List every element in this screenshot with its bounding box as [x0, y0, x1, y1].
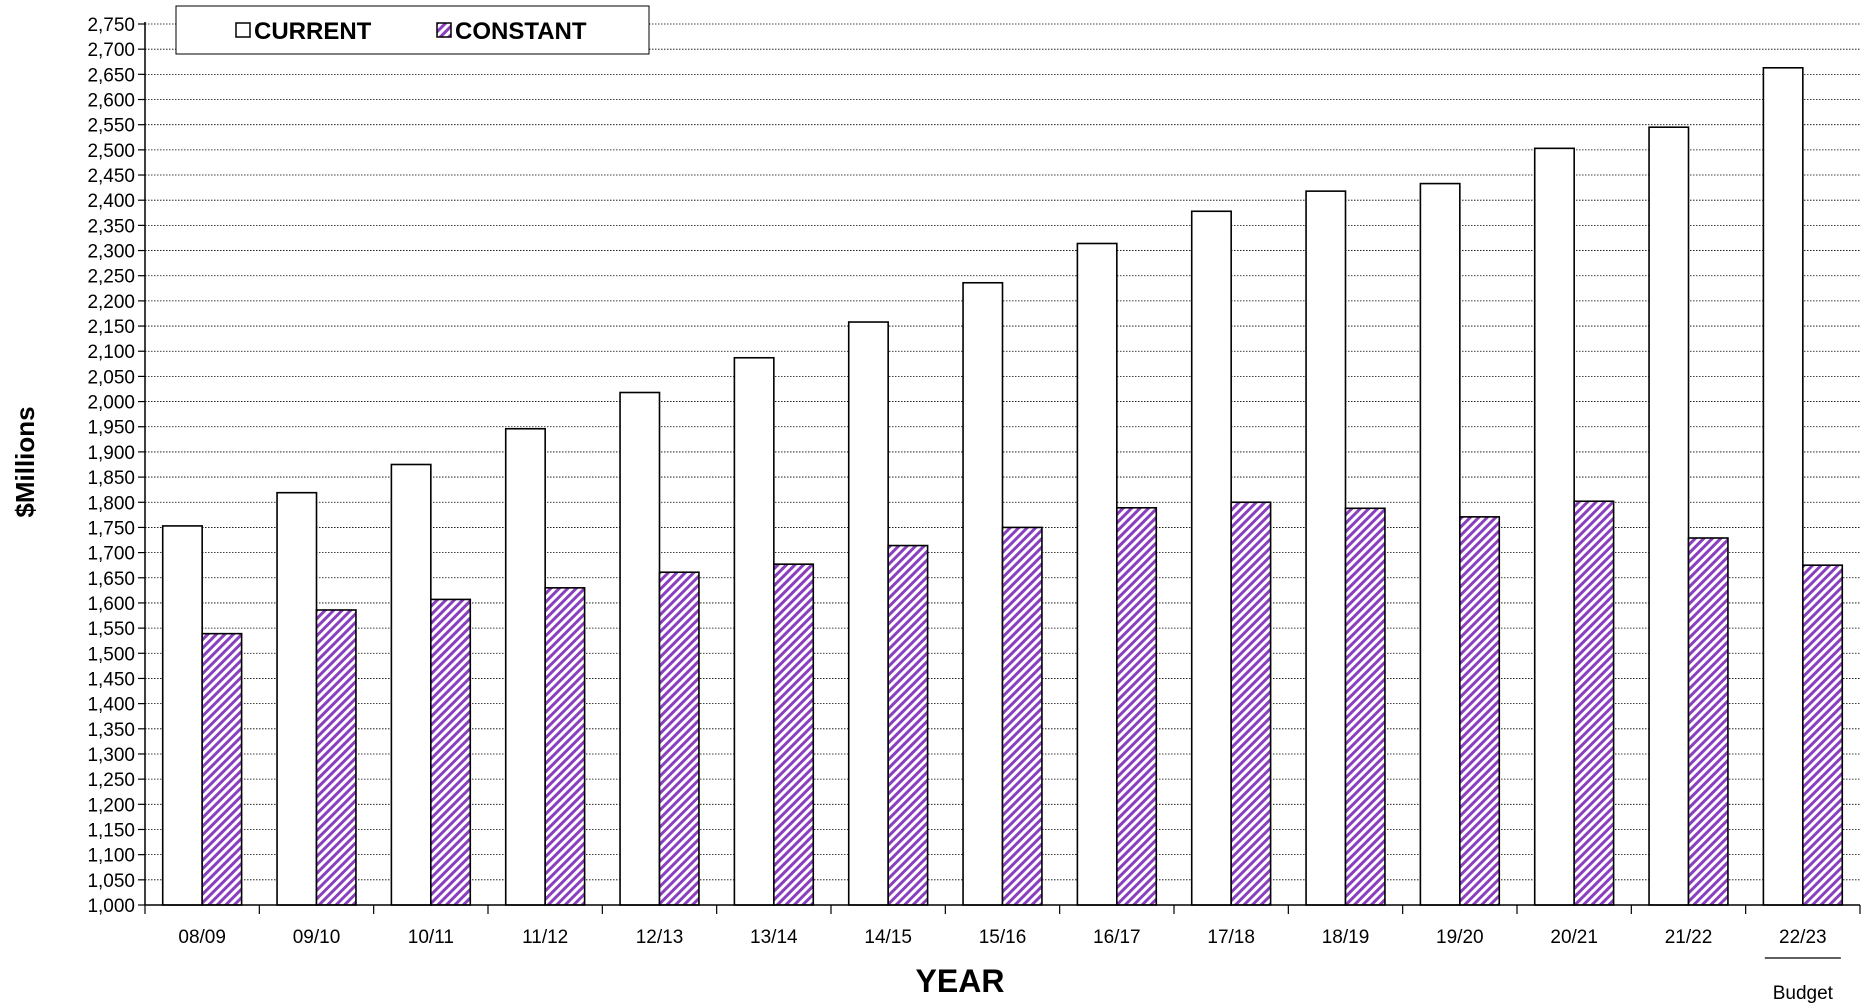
- x-tick-label: 17/18: [1207, 927, 1255, 948]
- x-tick-label: 21/22: [1665, 927, 1713, 948]
- x-tick-label: 08/09: [178, 927, 226, 948]
- legend-label-constant: CONSTANT: [455, 18, 587, 45]
- x-tick-label: 13/14: [750, 927, 798, 948]
- y-tick-label: 2,200: [87, 292, 135, 313]
- bar-current-22-23: [1762, 66, 1804, 906]
- legend-swatch-constant: [436, 22, 452, 38]
- bar-constant-10-11: [430, 598, 472, 906]
- legend: CURRENT CONSTANT: [175, 5, 650, 55]
- bar-current-13-14: [733, 356, 775, 906]
- y-tick-label: 1,650: [87, 569, 135, 590]
- y-tick-label: 1,550: [87, 619, 135, 640]
- bar-constant-08-09: [201, 632, 243, 906]
- y-tick-label: 2,450: [87, 166, 135, 187]
- bar-current-17-18: [1190, 210, 1232, 906]
- bar-constant-21-22: [1687, 537, 1729, 906]
- y-tick-label: 1,950: [87, 418, 135, 439]
- axes: [144, 22, 1860, 906]
- x-tick-label: 15/16: [979, 927, 1027, 948]
- y-tick-label: 1,900: [87, 443, 135, 464]
- bar-constant-14-15: [887, 544, 929, 906]
- y-tick-label: 1,400: [87, 695, 135, 716]
- bar-constant-16-17: [1116, 506, 1158, 906]
- bar-constant-15-16: [1001, 526, 1043, 906]
- y-tick-label: 1,100: [87, 846, 135, 867]
- legend-box: [175, 5, 650, 55]
- x-tick-label: 09/10: [293, 927, 341, 948]
- y-tick-label: 1,050: [87, 871, 135, 892]
- bar-constant-09-10: [315, 609, 357, 906]
- x-tick-label: 20/21: [1550, 927, 1598, 948]
- bar-constant-11-12: [544, 587, 586, 906]
- y-axis-ticks: 1,000 1,050 1,100 1,150 1,200 1,250 1,300 1,350…: [87, 15, 145, 917]
- y-tick-label: 1,500: [87, 644, 135, 665]
- budget-note: Budget: [1773, 983, 1834, 1004]
- y-tick-label: 2,050: [87, 367, 135, 388]
- bar-current-14-15: [847, 321, 889, 906]
- y-tick-label: 1,250: [87, 770, 135, 791]
- bar-current-18-19: [1305, 190, 1347, 906]
- x-tick-label: 11/12: [522, 927, 568, 948]
- y-tick-label: 2,500: [87, 141, 135, 162]
- bar-current-12-13: [619, 391, 661, 906]
- y-tick-label: 1,350: [87, 720, 135, 741]
- legend-swatch-current: [235, 22, 251, 38]
- x-tick-label: 16/17: [1093, 927, 1141, 948]
- x-tick-label: 12/13: [636, 927, 684, 948]
- x-tick-label: 19/20: [1436, 927, 1484, 948]
- y-tick-label: 1,300: [87, 745, 135, 766]
- x-axis-ticks: 08/09 09/10 10/11 11/12 12/13 13/14 14/15 15/16…: [144, 905, 1861, 1004]
- y-tick-label: 2,600: [87, 91, 135, 112]
- bar-constant-17-18: [1230, 501, 1272, 906]
- y-tick-label: 1,600: [87, 594, 135, 615]
- y-tick-label: 2,350: [87, 216, 135, 237]
- bar-current-09-10: [276, 491, 318, 906]
- x-axis-title: YEAR: [916, 963, 1005, 999]
- bar-current-20-21: [1533, 147, 1575, 906]
- y-tick-label: 1,000: [87, 896, 135, 917]
- y-tick-label: 2,000: [87, 393, 135, 414]
- x-tick-label: 22/23: [1779, 927, 1827, 948]
- bar-current-10-11: [390, 463, 432, 906]
- legend-label-current: CURRENT: [254, 18, 372, 45]
- bar-constant-12-13: [658, 571, 700, 906]
- y-axis-title: $Millions: [10, 406, 40, 517]
- x-tick-label: 18/19: [1322, 927, 1370, 948]
- bar-current-16-17: [1076, 242, 1118, 906]
- bar-constant-20-21: [1573, 500, 1615, 906]
- y-tick-label: 2,300: [87, 242, 135, 263]
- bar-constant-19-20: [1459, 516, 1501, 906]
- x-tick-label: 10/11: [408, 927, 454, 948]
- y-tick-label: 1,150: [87, 820, 135, 841]
- x-tick-label: 14/15: [864, 927, 912, 948]
- bars: [161, 66, 1844, 906]
- y-tick-label: 1,450: [87, 669, 135, 690]
- y-tick-label: 1,700: [87, 544, 135, 565]
- y-tick-label: 2,700: [87, 40, 135, 61]
- y-tick-label: 1,750: [87, 518, 135, 539]
- y-tick-label: 2,400: [87, 191, 135, 212]
- bar-current-15-16: [962, 281, 1004, 906]
- bar-constant-22-23: [1802, 564, 1844, 906]
- bar-current-11-12: [504, 427, 546, 906]
- y-tick-label: 2,650: [87, 65, 135, 86]
- y-tick-label: 1,800: [87, 493, 135, 514]
- y-tick-label: 2,550: [87, 116, 135, 137]
- bar-current-08-09: [161, 525, 203, 906]
- y-tick-label: 2,250: [87, 267, 135, 288]
- y-tick-label: 1,850: [87, 468, 135, 489]
- y-tick-label: 2,750: [87, 15, 135, 36]
- y-tick-label: 2,100: [87, 342, 135, 363]
- bar-constant-18-19: [1344, 507, 1386, 906]
- bar-constant-13-14: [773, 563, 815, 906]
- bar-current-19-20: [1419, 182, 1461, 906]
- y-tick-label: 2,150: [87, 317, 135, 338]
- bar-current-21-22: [1648, 126, 1690, 906]
- y-tick-label: 1,200: [87, 795, 135, 816]
